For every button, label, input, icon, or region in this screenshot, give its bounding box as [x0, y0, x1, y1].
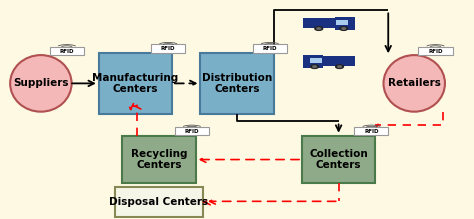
Circle shape [313, 66, 317, 67]
Text: Suppliers: Suppliers [13, 78, 69, 88]
Text: Manufacturing
Centers: Manufacturing Centers [92, 72, 179, 94]
Text: Recycling
Centers: Recycling Centers [131, 149, 187, 170]
Text: RFID: RFID [428, 49, 443, 53]
FancyBboxPatch shape [115, 187, 203, 217]
FancyBboxPatch shape [323, 56, 355, 66]
FancyBboxPatch shape [336, 17, 355, 30]
Circle shape [315, 27, 323, 30]
FancyBboxPatch shape [303, 55, 323, 68]
FancyBboxPatch shape [419, 47, 453, 55]
FancyBboxPatch shape [122, 136, 196, 184]
Text: Retailers: Retailers [388, 78, 441, 88]
FancyBboxPatch shape [337, 20, 348, 25]
FancyBboxPatch shape [201, 53, 273, 114]
FancyBboxPatch shape [253, 44, 287, 53]
FancyBboxPatch shape [310, 58, 322, 63]
FancyBboxPatch shape [175, 127, 209, 135]
FancyBboxPatch shape [151, 44, 185, 53]
Text: RFID: RFID [161, 46, 175, 51]
Circle shape [340, 27, 347, 30]
Ellipse shape [10, 55, 72, 112]
Text: Distribution
Centers: Distribution Centers [202, 72, 272, 94]
FancyBboxPatch shape [355, 127, 389, 135]
FancyBboxPatch shape [99, 53, 172, 114]
Text: Disposal Centers: Disposal Centers [109, 197, 209, 207]
Ellipse shape [383, 55, 445, 112]
FancyBboxPatch shape [50, 47, 84, 55]
Circle shape [317, 28, 320, 29]
Text: RFID: RFID [184, 129, 199, 134]
FancyBboxPatch shape [302, 136, 375, 184]
Text: Collection
Centers: Collection Centers [309, 149, 368, 170]
Circle shape [336, 65, 344, 69]
Text: RFID: RFID [60, 49, 74, 53]
Text: RFID: RFID [364, 129, 379, 134]
Circle shape [338, 66, 341, 67]
Circle shape [310, 65, 319, 69]
Text: RFID: RFID [263, 46, 277, 51]
Circle shape [342, 28, 346, 29]
FancyBboxPatch shape [303, 18, 336, 28]
